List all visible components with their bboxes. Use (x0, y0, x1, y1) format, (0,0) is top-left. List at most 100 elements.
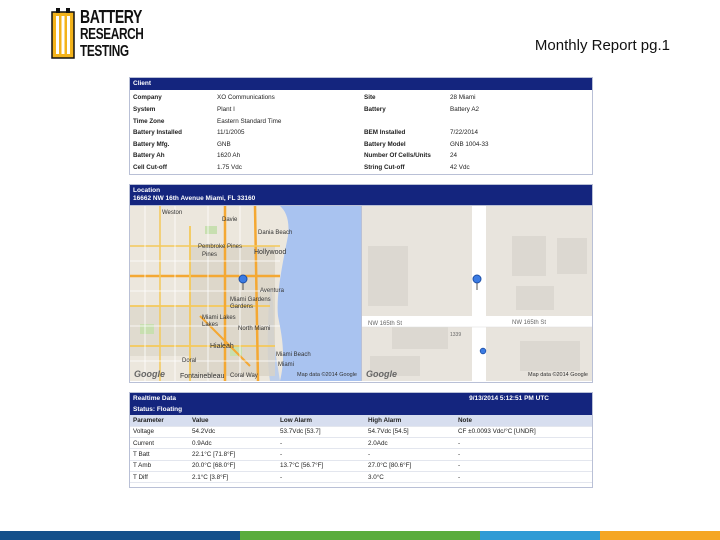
field-value: GNB 1004-33 (450, 140, 489, 148)
column-header: Value (192, 416, 209, 424)
table-cell: 13.7°C [56.7°F] (280, 462, 324, 470)
field-label: Battery Installed (133, 129, 182, 137)
field-label: Battery (364, 106, 386, 114)
logo-line-3: TESTING (80, 43, 129, 60)
table-cell: - (458, 462, 461, 470)
table-cell: Current (133, 439, 154, 447)
field-value: 42 Vdc (450, 163, 470, 171)
field-label: Battery Mfg. (133, 140, 170, 148)
client-panel: Client Company XO Communications Site 28… (129, 77, 593, 175)
svg-text:Miami Beach: Miami Beach (276, 352, 311, 358)
google-logo: Google (366, 369, 397, 380)
table-cell: CF ±0.0093 Vdc/°C [UNDR] (458, 428, 536, 436)
field-value: 1.75 Vdc (217, 163, 242, 171)
table-cell: 0.9Adc (192, 439, 212, 447)
report-title: Monthly Report pg.1 (534, 37, 670, 54)
footer-segment (600, 531, 720, 540)
field-label: Battery Model (364, 140, 406, 148)
field-value: 24 (450, 152, 458, 160)
svg-text:Hollywood: Hollywood (254, 249, 286, 256)
table-cell: - (280, 439, 283, 447)
column-header: Low Alarm (280, 416, 312, 424)
location-header: Location 16662 NW 16th Avenue Miami, FL … (130, 185, 592, 206)
table-cell: 2.1°C [3.8°F] (192, 473, 229, 481)
table-cell: 54.2Vdc (192, 428, 216, 436)
realtime-header: Realtime Data 9/13/2014 5:12:51 PM UTC (130, 393, 592, 406)
field-value: 28 Miami (450, 94, 476, 102)
svg-text:NW 165th St: NW 165th St (512, 320, 546, 326)
field-label: Battery Ah (133, 152, 165, 160)
table-cell: T Diff (133, 473, 148, 481)
footer-color-band (0, 531, 720, 540)
maps-row: Weston Davie Dania Beach Pembroke Pines … (130, 205, 592, 382)
svg-text:Hialeah: Hialeah (210, 343, 234, 350)
field-value: XO Communications (217, 94, 275, 102)
table-cell: - (368, 450, 371, 458)
svg-text:Dania Beach: Dania Beach (258, 230, 292, 236)
footer-segment (0, 531, 240, 540)
column-header: High Alarm (368, 416, 402, 424)
table-cell: 53.7Vdc [53.7] (280, 428, 321, 436)
field-value: 7/22/2014 (450, 129, 479, 137)
svg-text:1339: 1339 (450, 332, 461, 338)
field-label: Site (364, 94, 376, 102)
svg-text:Gardens: Gardens (230, 304, 253, 310)
table-row: Time Zone Eastern Standard Time (130, 115, 592, 127)
table-row: Battery Installed 11/1/2005 BEM Installe… (130, 127, 592, 139)
table-cell: 20.0°C [68.0°F] (192, 462, 236, 470)
table-row: Voltage 54.2Vdc 53.7Vdc [53.7] 54.7Vdc [… (130, 427, 592, 438)
footer-segment (480, 531, 600, 540)
realtime-timestamp: 9/13/2014 5:12:51 PM UTC (469, 395, 549, 402)
svg-text:Coral Way: Coral Way (230, 373, 258, 379)
svg-text:Aventura: Aventura (260, 288, 285, 294)
svg-text:Weston: Weston (162, 210, 182, 216)
svg-text:Miami Lakes: Miami Lakes (202, 315, 236, 321)
location-title: Location (133, 187, 161, 194)
table-cell: - (458, 439, 461, 447)
table-cell: T Batt (133, 450, 150, 458)
table-row: Battery Mfg. GNB Battery Model GNB 1004-… (130, 139, 592, 151)
table-cell: T Amb (133, 462, 152, 470)
logo-line-1: BATTERY (80, 7, 143, 27)
client-table: Company XO Communications Site 28 Miami … (130, 90, 592, 173)
table-cell: 2.0Adc (368, 439, 388, 447)
client-header: Client (130, 78, 592, 91)
table-row: Current 0.9Adc - 2.0Adc - (130, 438, 592, 450)
regional-map-graphic: Weston Davie Dania Beach Pembroke Pines … (130, 206, 361, 382)
status-label: Status: Floating (130, 405, 592, 416)
table-row: T Diff 2.1°C [3.8°F] - 3.0°C - (130, 472, 592, 484)
field-value: Plant I (217, 106, 235, 114)
field-label: Time Zone (133, 117, 165, 125)
svg-text:Fontainebleau: Fontainebleau (180, 373, 224, 380)
regional-map[interactable]: Weston Davie Dania Beach Pembroke Pines … (130, 206, 362, 382)
street-map[interactable]: NW 165th St NW 165th St 1339 Google Map … (362, 206, 592, 382)
column-header: Note (458, 416, 472, 424)
table-cell: 3.0°C (368, 473, 384, 481)
logo-line-2: RESEARCH (80, 26, 144, 43)
google-logo: Google (134, 369, 165, 380)
svg-text:Miami: Miami (278, 362, 294, 368)
table-row: Battery Ah 1620 Ah Number Of Cells/Units… (130, 150, 592, 162)
realtime-panel: Realtime Data 9/13/2014 5:12:51 PM UTC S… (129, 392, 593, 488)
map-pin-icon (472, 274, 482, 291)
svg-text:Pines: Pines (202, 252, 217, 258)
table-cell: - (458, 473, 461, 481)
field-label: String Cut-off (364, 163, 405, 171)
map-pin-icon (238, 274, 248, 291)
company-logo: BATTERY RESEARCH TESTING (50, 6, 144, 62)
column-header: Parameter (133, 416, 164, 424)
table-cell: 22.1°C [71.8°F] (192, 450, 236, 458)
field-label: Company (133, 94, 162, 102)
location-address: 16662 NW 16th Avenue Miami, FL 33160 (133, 195, 256, 203)
svg-text:NW 165th St: NW 165th St (368, 321, 402, 327)
location-panel: Location 16662 NW 16th Avenue Miami, FL … (129, 184, 593, 383)
field-value: 11/1/2005 (217, 129, 245, 137)
table-row: T Batt 22.1°C [71.8°F] - - - (130, 449, 592, 461)
map-credit: Map data ©2014 Google (296, 372, 357, 379)
field-value: 1620 Ah (217, 152, 241, 160)
field-label: Cell Cut-off (133, 163, 167, 171)
svg-text:North Miami: North Miami (238, 326, 270, 332)
map-pin-icon (479, 348, 487, 355)
svg-text:Doral: Doral (182, 358, 196, 364)
table-row: System Plant I Battery Battery A2 (130, 104, 592, 116)
